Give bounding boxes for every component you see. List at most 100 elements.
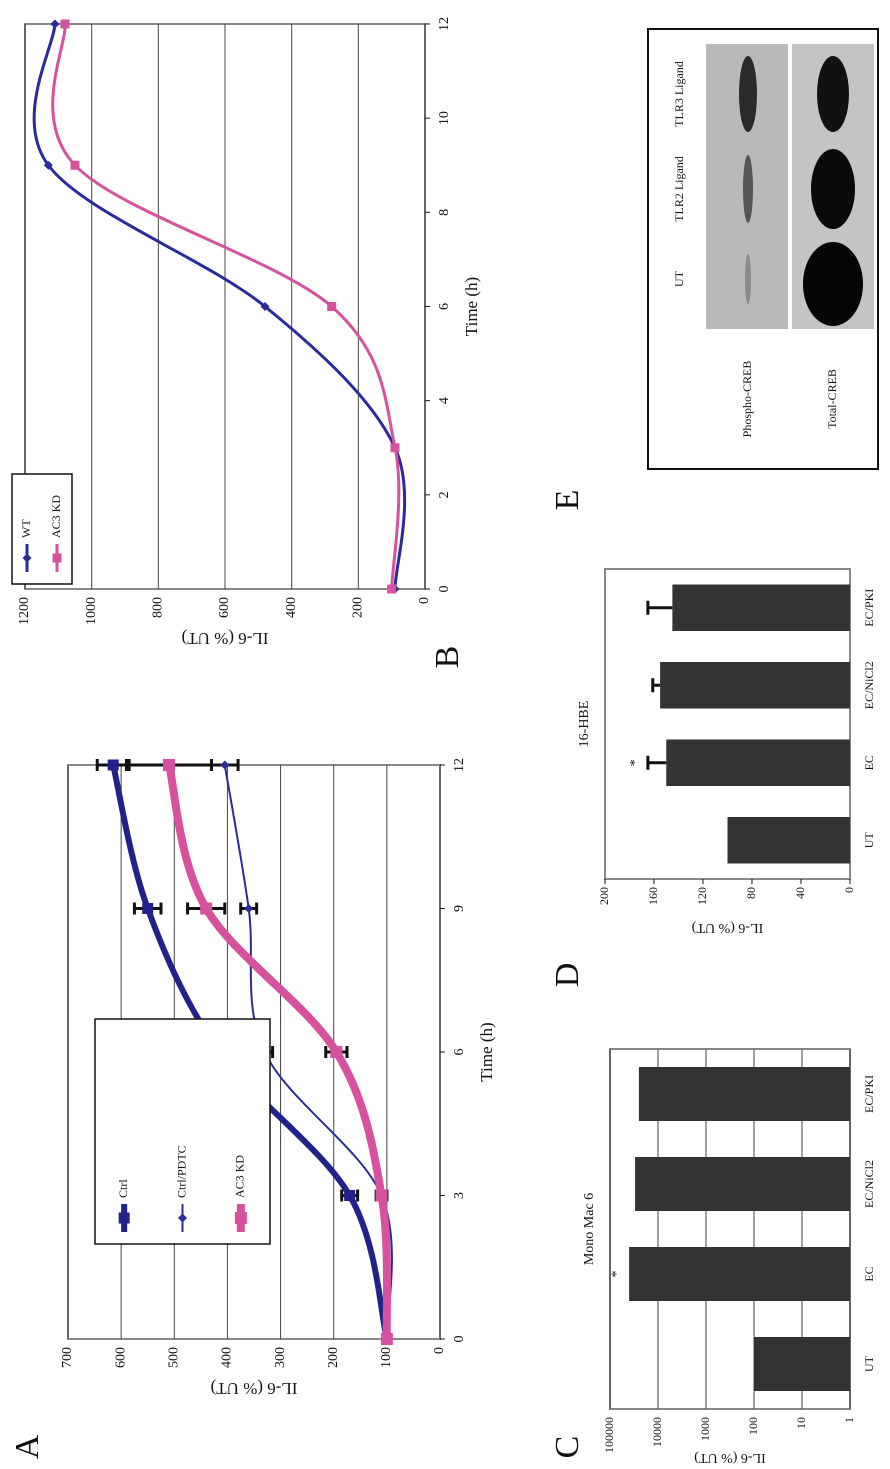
panel-label: C bbox=[549, 1436, 586, 1459]
x-tick-label: 0 bbox=[437, 586, 452, 593]
lane-label: UT bbox=[672, 270, 686, 287]
lane-label: TLR3 Ligand bbox=[672, 61, 686, 127]
bar bbox=[728, 817, 851, 864]
bar bbox=[660, 662, 850, 709]
y-tick-label: 300 bbox=[273, 1347, 288, 1368]
significance-mark: * bbox=[628, 759, 643, 766]
x-tick-label: UT bbox=[862, 1355, 876, 1372]
x-tick-label: EC/NiCl2 bbox=[862, 661, 876, 709]
data-point bbox=[381, 1333, 393, 1345]
figure: A B C D E UT TLR2 Ligand TLR3 Ligand Phospho-CRE… bbox=[0, 0, 890, 1469]
y-axis-label: IL-6 (% UT) bbox=[211, 1379, 298, 1398]
legend-label: Ctrl bbox=[116, 1179, 130, 1198]
x-axis-label: Time (h) bbox=[477, 1022, 496, 1081]
data-point bbox=[61, 20, 70, 29]
x-tick-label: 0 bbox=[452, 1336, 467, 1343]
blot-band bbox=[811, 149, 855, 229]
x-tick-label: 12 bbox=[452, 758, 467, 772]
data-point bbox=[200, 903, 212, 915]
y-tick-label: 0 bbox=[842, 887, 856, 893]
x-tick-label: 6 bbox=[452, 1049, 467, 1056]
y-tick-label: 400 bbox=[284, 597, 299, 618]
bar bbox=[629, 1247, 850, 1301]
y-tick-label: 1 bbox=[842, 1417, 856, 1423]
data-point bbox=[391, 443, 400, 452]
y-tick-label: 700 bbox=[60, 1347, 75, 1368]
y-tick-label: 600 bbox=[113, 1347, 128, 1368]
x-tick-label: EC/PKI bbox=[862, 1075, 876, 1113]
panel-label: E bbox=[549, 490, 586, 511]
x-tick-label: 2 bbox=[437, 491, 452, 498]
bar bbox=[639, 1067, 850, 1121]
panel-label: D bbox=[549, 963, 586, 988]
data-point bbox=[108, 760, 119, 771]
x-tick-label: 12 bbox=[437, 17, 452, 31]
y-axis-label: IL-6 (% UT) bbox=[691, 920, 763, 935]
legend-label: AC3 KD bbox=[49, 495, 63, 538]
legend-label: WT bbox=[19, 519, 33, 538]
chart-title: Mono Mac 6 bbox=[582, 1193, 597, 1265]
data-point bbox=[327, 302, 336, 311]
bar bbox=[666, 740, 850, 787]
y-tick-label: 80 bbox=[744, 887, 758, 899]
figure-upright: A B C D E UT TLR2 Ligand TLR3 Ligand Phospho-CRE… bbox=[9, 17, 878, 1465]
row-label: Total-CREB bbox=[825, 369, 839, 429]
x-tick-label: 3 bbox=[452, 1192, 467, 1199]
panel-label: B bbox=[429, 646, 466, 669]
chart-title: 16-HBE bbox=[577, 701, 592, 748]
y-tick-label: 100 bbox=[746, 1417, 760, 1435]
bar bbox=[754, 1337, 850, 1391]
legend-marker bbox=[235, 1212, 247, 1224]
x-tick-label: 9 bbox=[452, 905, 467, 912]
y-axis-label: IL-6 (% UT) bbox=[694, 1450, 766, 1465]
data-point bbox=[142, 903, 153, 914]
y-tick-label: 120 bbox=[695, 887, 709, 905]
y-tick-label: 40 bbox=[793, 887, 807, 899]
y-tick-label: 200 bbox=[326, 1347, 341, 1368]
lane-label: TLR2 Ligand bbox=[672, 156, 686, 222]
x-tick-label: 6 bbox=[437, 303, 452, 310]
y-tick-label: 600 bbox=[217, 597, 232, 618]
x-tick-label: 10 bbox=[437, 111, 452, 125]
legend-marker bbox=[53, 554, 62, 563]
y-tick-label: 1000 bbox=[698, 1417, 712, 1441]
row-label: Phospho-CREB bbox=[740, 361, 754, 438]
blot-band bbox=[743, 155, 753, 223]
y-tick-label: 0 bbox=[432, 1347, 447, 1354]
blot-band bbox=[803, 242, 863, 326]
blot-band bbox=[739, 56, 757, 132]
y-tick-label: 100000 bbox=[602, 1417, 616, 1453]
data-point bbox=[71, 161, 80, 170]
x-axis-label: Time (h) bbox=[462, 277, 481, 336]
bar bbox=[635, 1157, 850, 1211]
panel-label: A bbox=[9, 1434, 46, 1459]
x-tick-label: EC/NiCl2 bbox=[862, 1160, 876, 1208]
y-tick-label: 800 bbox=[151, 597, 166, 618]
y-tick-label: 1000 bbox=[84, 597, 99, 625]
x-tick-label: UT bbox=[862, 832, 876, 849]
blot-band bbox=[817, 56, 849, 132]
x-tick-label: EC bbox=[862, 755, 876, 770]
y-tick-label: 400 bbox=[220, 1347, 235, 1368]
y-tick-label: 100 bbox=[379, 1347, 394, 1368]
data-point bbox=[163, 759, 175, 771]
legend-label: Ctrl/PDTC bbox=[174, 1145, 188, 1198]
y-axis-label: IL-6 (% UT) bbox=[182, 629, 269, 648]
y-tick-label: 200 bbox=[351, 597, 366, 618]
data-point bbox=[344, 1190, 355, 1201]
legend-label: AC3 KD bbox=[233, 1155, 247, 1198]
x-tick-label: EC/PKI bbox=[862, 589, 876, 627]
legend-marker bbox=[119, 1213, 130, 1224]
x-tick-label: 4 bbox=[437, 397, 452, 404]
blot-band bbox=[745, 254, 751, 304]
y-tick-label: 0 bbox=[417, 597, 432, 604]
significance-mark: * bbox=[609, 1271, 624, 1278]
data-point bbox=[387, 585, 396, 594]
y-tick-label: 10000 bbox=[650, 1417, 664, 1447]
y-tick-label: 10 bbox=[794, 1417, 808, 1429]
data-point bbox=[376, 1190, 388, 1202]
y-tick-label: 1200 bbox=[17, 597, 32, 625]
x-tick-label: 8 bbox=[437, 209, 452, 216]
y-tick-label: 160 bbox=[646, 887, 660, 905]
y-tick-label: 500 bbox=[167, 1347, 182, 1368]
